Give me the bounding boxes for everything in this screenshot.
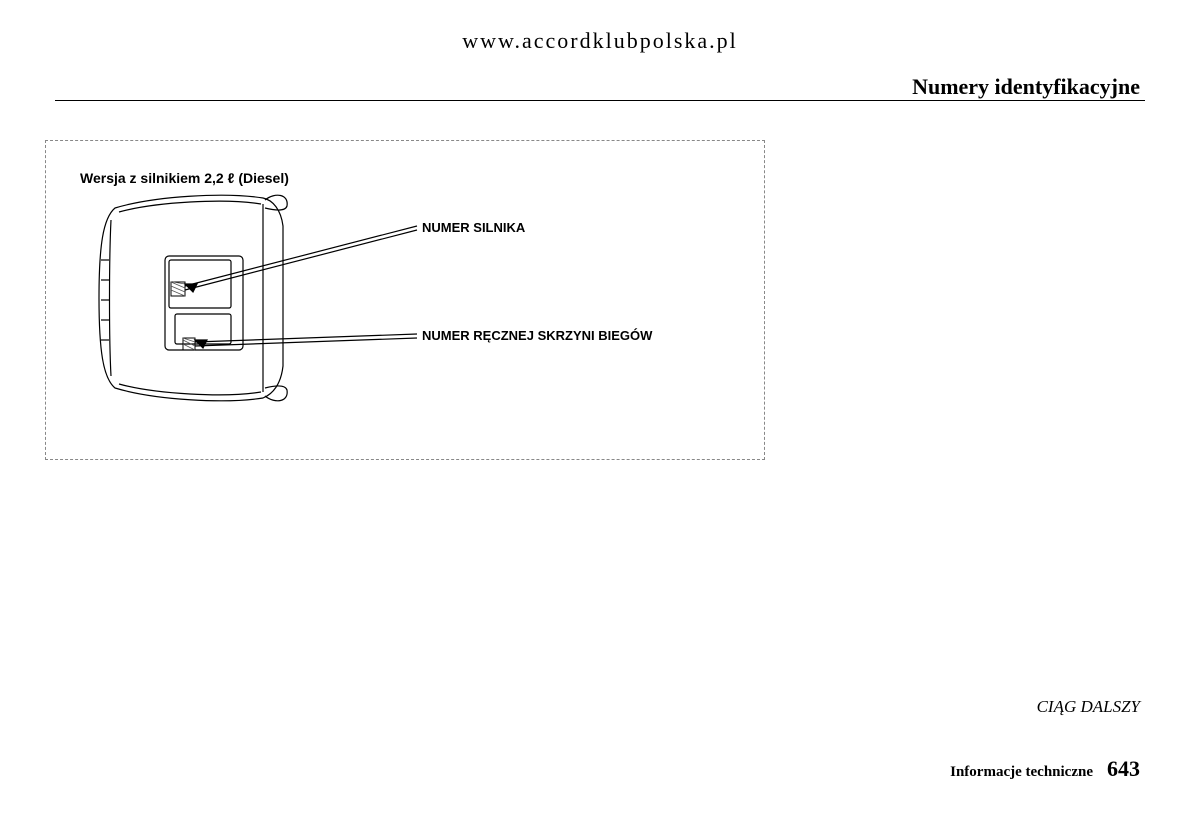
car-diagram [95, 190, 425, 420]
continued-label: CIĄG DALSZY [1037, 697, 1140, 717]
header-url: www.accordklubpolska.pl [0, 28, 1200, 54]
label-engine-number: NUMER SILNIKA [422, 220, 525, 235]
page-footer: Informacje techniczne 643 [950, 756, 1140, 782]
section-title: Numery identyfikacyjne [912, 74, 1140, 100]
figure-caption: Wersja z silnikiem 2,2 ℓ (Diesel) [80, 170, 289, 186]
footer-page-number: 643 [1107, 756, 1140, 781]
footer-section-label: Informacje techniczne [950, 764, 1093, 780]
label-gearbox-number: NUMER RĘCZNEJ SKRZYNI BIEGÓW [422, 328, 652, 343]
title-rule [55, 100, 1145, 101]
